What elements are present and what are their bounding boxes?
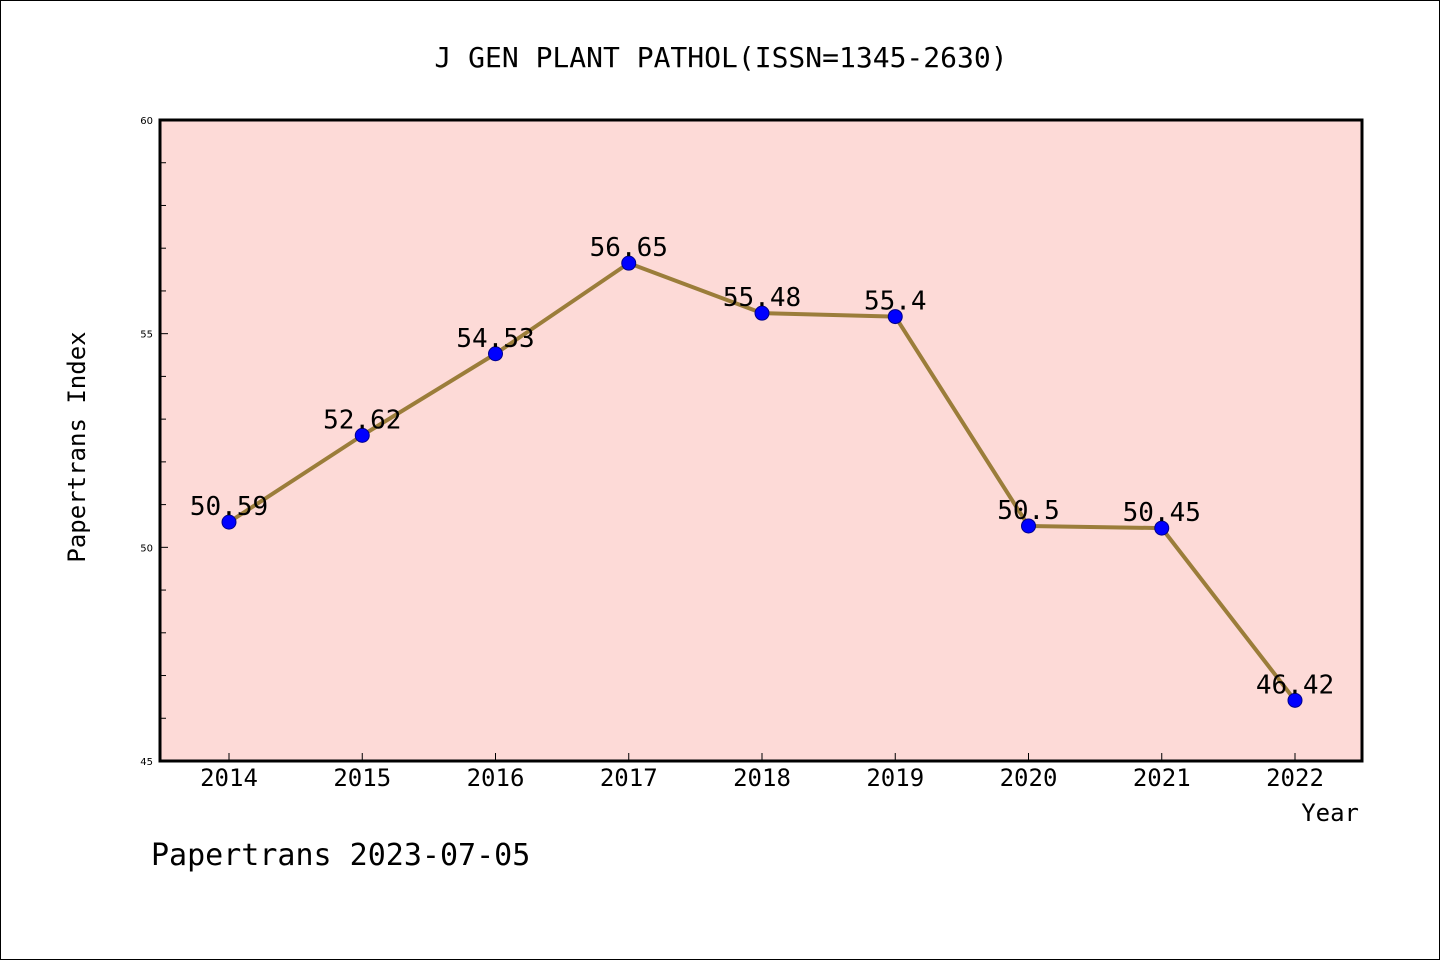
- data-label: 55.48: [723, 283, 801, 313]
- x-tick-label: 2016: [467, 764, 525, 792]
- data-markers: [221, 255, 1303, 708]
- data-point: [621, 255, 637, 271]
- data-label: 50.45: [1123, 498, 1201, 528]
- data-point: [488, 346, 503, 362]
- data-point: [887, 309, 903, 325]
- data-point: [1287, 692, 1303, 708]
- data-label: 46.42: [1256, 670, 1334, 700]
- data-label: 56.65: [590, 233, 668, 263]
- y-tick-label: 50: [140, 543, 153, 554]
- x-axis-ticks: 2014 2015 2016 2017 2018 2019 2020 2021 2022: [200, 753, 1324, 792]
- plot-area: [158, 118, 1364, 763]
- data-point: [221, 514, 237, 530]
- x-tick-label: 2022: [1266, 764, 1324, 792]
- data-labels: 50.59 52.62 54.53 56.65 55.48 55.4 50.5 50.45 46…: [190, 233, 1334, 700]
- x-tick-label: 2019: [866, 764, 924, 792]
- data-label: 55.4: [864, 287, 927, 317]
- x-tick-label: 2020: [1000, 764, 1058, 792]
- data-point: [754, 305, 770, 321]
- y-axis-ticks: 45 50 55 60: [140, 116, 168, 768]
- data-label: 50.59: [190, 492, 268, 522]
- data-label: 52.62: [323, 405, 401, 435]
- data-label: 54.53: [456, 324, 534, 354]
- data-point: [354, 427, 370, 443]
- y-tick-label: 60: [140, 116, 153, 127]
- y-tick-label: 45: [140, 757, 153, 768]
- x-tick-label: 2015: [333, 764, 391, 792]
- footer-text: Papertrans 2023-07-05: [151, 838, 530, 873]
- x-tick-label: 2017: [600, 764, 658, 792]
- data-point: [1021, 518, 1036, 534]
- y-axis-label: Papertrans Index: [63, 331, 91, 562]
- y-tick-label: 55: [140, 330, 153, 341]
- x-tick-label: 2021: [1133, 764, 1191, 792]
- data-label: 50.5: [997, 496, 1060, 526]
- x-tick-label: 2014: [200, 764, 258, 792]
- chart-title: J GEN PLANT PATHOL(ISSN=1345-2630): [434, 41, 1007, 74]
- x-axis-label: Year: [1301, 799, 1359, 827]
- data-point: [1154, 520, 1170, 536]
- x-tick-label: 2018: [733, 764, 791, 792]
